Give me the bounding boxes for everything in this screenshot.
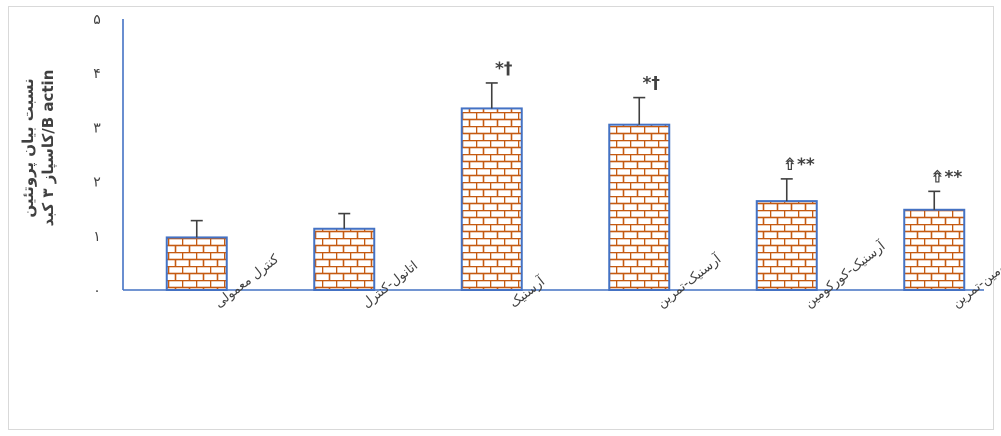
y-tick-label: ۳ (93, 120, 101, 136)
y-tick-label: ۲ (93, 175, 101, 191)
y-tick-label: ۰ (93, 283, 101, 299)
bar (904, 210, 964, 290)
bar (167, 237, 227, 290)
y-tick-label: ۱ (93, 229, 101, 245)
bar (462, 108, 522, 290)
significance-label: *† (495, 59, 512, 79)
bar (609, 125, 669, 290)
significance-label: ⇮** (930, 167, 962, 187)
y-tick-label: ۴ (93, 66, 101, 82)
y-axis-title-line-1: نسبت بیان پروتئین (18, 70, 38, 227)
bar (314, 229, 374, 290)
y-tick-label: ۵ (93, 12, 101, 28)
y-axis-title-line-2: B actin/کاسپاز ۳ کبد (38, 70, 58, 227)
bar (757, 201, 817, 290)
significance-label: *† (643, 74, 660, 94)
significance-label: ⇮** (783, 155, 815, 175)
